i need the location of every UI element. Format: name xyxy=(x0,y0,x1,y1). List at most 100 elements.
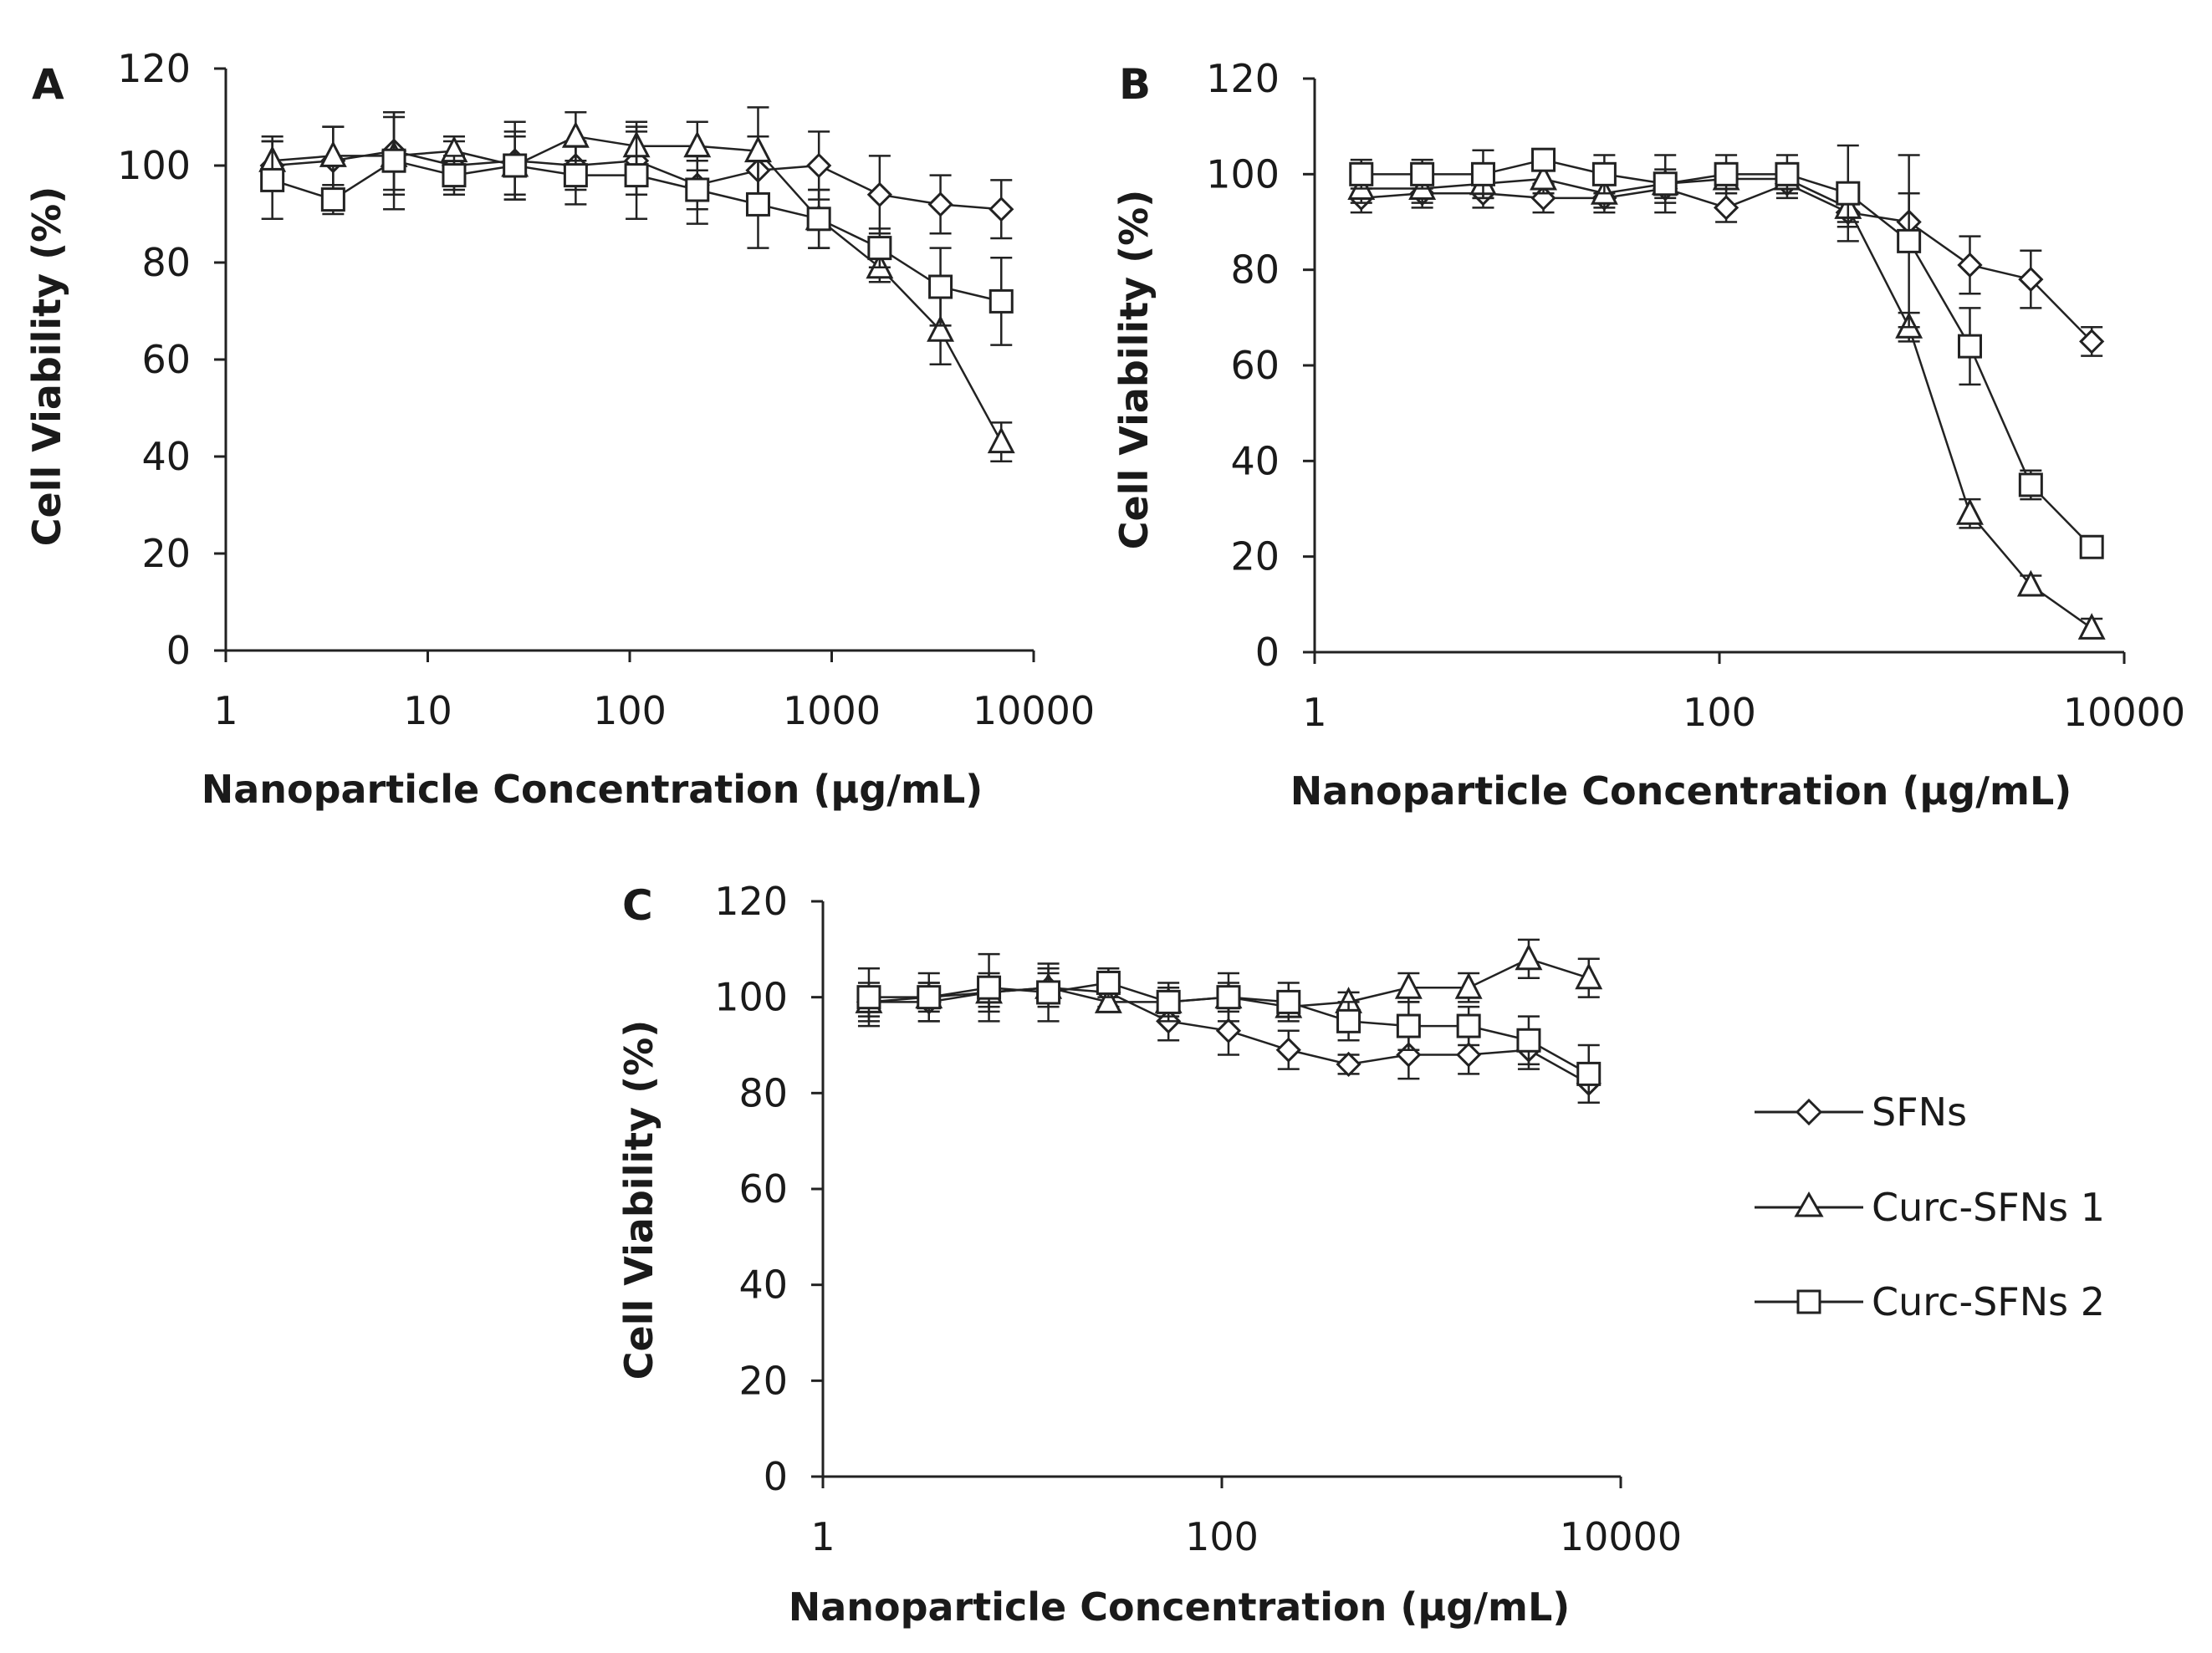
plot-area xyxy=(1347,144,2106,640)
data-point xyxy=(319,140,347,167)
y-tick-label: 0 xyxy=(1255,630,1280,675)
data-point xyxy=(989,196,1014,222)
data-point xyxy=(381,148,406,173)
y-tick-label: 40 xyxy=(738,1263,788,1308)
legend-label-curc-sfns-2: Curc-SFNs 2 xyxy=(1872,1279,2105,1324)
data-point xyxy=(2018,266,2044,293)
x-axis-title: Nanoparticle Concentration (µg/mL) xyxy=(202,767,983,812)
data-point xyxy=(1897,228,1922,253)
data-point xyxy=(1530,163,1558,191)
data-point xyxy=(1516,1028,1541,1053)
legend-label-curc-sfns-1: Curc-SFNs 1 xyxy=(1872,1185,2105,1230)
legend-square-marker xyxy=(1796,1289,1821,1314)
data-point xyxy=(320,187,345,212)
data-point xyxy=(2077,613,2106,640)
y-tick-label: 100 xyxy=(714,975,788,1020)
legend-entry-sfns: SFNs xyxy=(1755,1089,1967,1135)
panel-letter: C xyxy=(622,881,653,930)
data-point xyxy=(856,985,881,1010)
y-tick-label: 60 xyxy=(738,1166,788,1212)
data-point xyxy=(1454,972,1483,999)
data-point xyxy=(977,975,1002,1000)
panel-c: C Cell Viability (%) Nanoparticle Concen… xyxy=(616,879,1682,1630)
y-tick-label: 120 xyxy=(117,46,191,91)
data-point xyxy=(2018,472,2043,497)
data-point xyxy=(1775,161,1800,186)
data-point xyxy=(1836,181,1861,206)
data-point xyxy=(1456,1013,1481,1038)
y-tick-label: 100 xyxy=(117,143,191,188)
y-axis-title: Cell Viability (%) xyxy=(24,186,69,546)
x-tick-label: 10000 xyxy=(973,688,1095,733)
data-point xyxy=(1275,1037,1301,1063)
data-point xyxy=(866,181,892,207)
data-point xyxy=(1036,980,1061,1005)
x-tick-label: 1000 xyxy=(783,688,881,733)
panel-letter: A xyxy=(32,60,64,109)
x-axis-title: Nanoparticle Concentration (µg/mL) xyxy=(789,1584,1571,1630)
x-tick-label: 10000 xyxy=(1560,1514,1682,1559)
data-point xyxy=(1714,161,1739,186)
y-tick-label: 100 xyxy=(1206,151,1280,196)
panel-letter: B xyxy=(1119,60,1151,109)
data-point xyxy=(1957,252,1983,278)
data-point xyxy=(1215,1018,1242,1043)
data-point xyxy=(927,191,953,217)
x-tick-label: 10 xyxy=(403,688,452,733)
data-point xyxy=(1410,161,1435,186)
data-point xyxy=(1957,334,1982,359)
x-axis-title: Nanoparticle Concentration (µg/mL) xyxy=(1290,768,2072,814)
x-tick-label: 1 xyxy=(810,1514,835,1559)
y-tick-label: 0 xyxy=(166,628,191,673)
y-tick-label: 20 xyxy=(1230,534,1280,579)
data-point xyxy=(1653,171,1678,196)
series xyxy=(260,110,1014,346)
data-point xyxy=(917,985,942,1010)
data-point xyxy=(442,163,467,188)
data-point xyxy=(1396,1013,1421,1038)
y-tick-label: 20 xyxy=(141,531,191,576)
data-point xyxy=(987,426,1015,454)
data-point xyxy=(1713,195,1739,221)
data-point xyxy=(1575,962,1603,990)
data-point xyxy=(1276,989,1301,1014)
data-point xyxy=(2016,569,2045,597)
data-point xyxy=(989,288,1014,314)
data-point xyxy=(1456,1042,1482,1068)
series xyxy=(856,952,1602,1105)
x-tick-label: 100 xyxy=(1683,690,1756,735)
panel-a: A Cell Viability (%) Nanoparticle Concen… xyxy=(24,46,1095,812)
data-point xyxy=(503,153,528,178)
data-point xyxy=(1956,497,1984,525)
data-point xyxy=(806,152,832,179)
y-tick-label: 40 xyxy=(1230,438,1280,483)
data-point xyxy=(1515,943,1543,971)
y-tick-label: 120 xyxy=(714,879,788,924)
y-tick-label: 120 xyxy=(1206,56,1280,101)
data-point xyxy=(1156,989,1181,1014)
data-point xyxy=(1470,161,1495,186)
y-tick-label: 60 xyxy=(1230,343,1280,388)
data-point xyxy=(2079,534,2104,559)
legend-label-sfns: SFNs xyxy=(1872,1089,1967,1135)
series xyxy=(1349,144,2104,559)
data-point xyxy=(1336,1008,1361,1033)
data-point xyxy=(1094,987,1122,1013)
y-tick-label: 40 xyxy=(141,434,191,479)
data-point xyxy=(806,207,831,232)
y-tick-label: 80 xyxy=(1230,247,1280,293)
data-point xyxy=(563,163,588,188)
y-tick-label: 60 xyxy=(141,337,191,382)
data-point xyxy=(260,167,285,192)
legend-diamond-marker xyxy=(1795,1098,1823,1126)
data-point xyxy=(1216,985,1241,1010)
legend-entry-curc-sfns-1: Curc-SFNs 1 xyxy=(1755,1185,2105,1230)
axes: 0 20 40 60 80 100 120 1 100 10000 xyxy=(714,879,1682,1559)
panel-b: B Cell Viability (%) Nanoparticle Concen… xyxy=(1111,56,2185,814)
x-tick-label: 100 xyxy=(593,688,667,733)
y-axis-title: Cell Viability (%) xyxy=(1111,190,1157,549)
data-point xyxy=(928,274,953,299)
legend-entry-curc-sfns-2: Curc-SFNs 2 xyxy=(1755,1279,2105,1324)
data-point xyxy=(2079,329,2105,355)
